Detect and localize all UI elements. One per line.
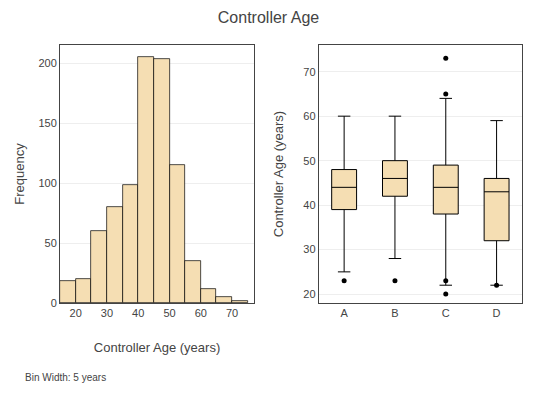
svg-text:20: 20 [303,288,315,300]
svg-text:C: C [442,307,450,319]
svg-text:100: 100 [38,177,56,189]
svg-text:Frequency: Frequency [12,143,27,205]
svg-text:60: 60 [195,307,207,319]
svg-text:70: 70 [226,307,238,319]
svg-text:20: 20 [70,307,82,319]
svg-text:150: 150 [38,117,56,129]
svg-text:Controller Age (years): Controller Age (years) [94,340,220,355]
svg-text:Controller Age (years): Controller Age (years) [271,111,286,237]
svg-text:70: 70 [303,66,315,78]
svg-text:0: 0 [51,297,57,309]
svg-text:Bin Width: 5 years: Bin Width: 5 years [25,372,106,383]
svg-text:30: 30 [101,307,113,319]
svg-text:200: 200 [38,57,56,69]
svg-text:Controller Age: Controller Age [218,9,319,26]
svg-text:B: B [391,307,398,319]
svg-text:50: 50 [163,307,175,319]
svg-text:A: A [340,307,348,319]
svg-text:D: D [493,307,501,319]
svg-text:60: 60 [303,110,315,122]
svg-text:40: 40 [132,307,144,319]
svg-text:40: 40 [303,199,315,211]
svg-text:30: 30 [303,243,315,255]
svg-text:50: 50 [45,237,57,249]
svg-text:50: 50 [303,155,315,167]
